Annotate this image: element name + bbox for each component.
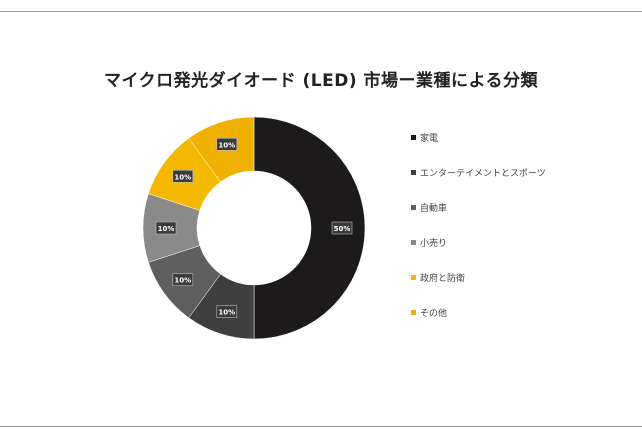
svg-text:10%: 10% bbox=[174, 173, 191, 181]
legend-item-4: 政府と防衛 bbox=[411, 270, 465, 284]
legend-label: その他 bbox=[420, 308, 448, 319]
top-divider bbox=[0, 11, 642, 12]
data-label-0: 50% bbox=[331, 221, 353, 235]
legend-swatch bbox=[411, 204, 416, 210]
data-label-2: 10% bbox=[172, 273, 194, 287]
chart-title: マイクロ発光ダイオード (LED) 市場ー業種による分類 bbox=[103, 71, 539, 91]
legend-item-5: その他 bbox=[411, 305, 447, 319]
svg-text:10%: 10% bbox=[218, 309, 235, 317]
legend-swatch bbox=[411, 239, 416, 245]
data-label-5: 10% bbox=[216, 138, 238, 151]
svg-text:10%: 10% bbox=[174, 277, 191, 285]
legend-swatch bbox=[411, 309, 416, 315]
svg-text:50%: 50% bbox=[334, 225, 351, 233]
legend-item-0: 家電 bbox=[411, 130, 438, 144]
legend-label: 政府と防衛 bbox=[420, 273, 466, 284]
legend-swatch bbox=[411, 274, 416, 280]
legend-item-1: エンターテイメントとスポーツ bbox=[411, 165, 546, 179]
legend-swatch bbox=[411, 134, 416, 140]
bottom-divider bbox=[0, 426, 642, 427]
svg-text:10%: 10% bbox=[218, 141, 235, 149]
data-label-1: 10% bbox=[216, 305, 238, 318]
legend-item-3: 小売り bbox=[411, 235, 447, 249]
legend-label: エンターテイメントとスポーツ bbox=[420, 168, 546, 179]
data-label-3: 10% bbox=[155, 221, 177, 235]
legend-item-2: 自動車 bbox=[411, 200, 447, 214]
legend-swatch bbox=[411, 169, 416, 175]
legend-label: 小売り bbox=[420, 238, 448, 249]
legend-label: 自動車 bbox=[420, 203, 448, 214]
legend-label: 家電 bbox=[420, 133, 439, 144]
svg-text:10%: 10% bbox=[158, 225, 175, 233]
data-label-4: 10% bbox=[172, 169, 194, 183]
